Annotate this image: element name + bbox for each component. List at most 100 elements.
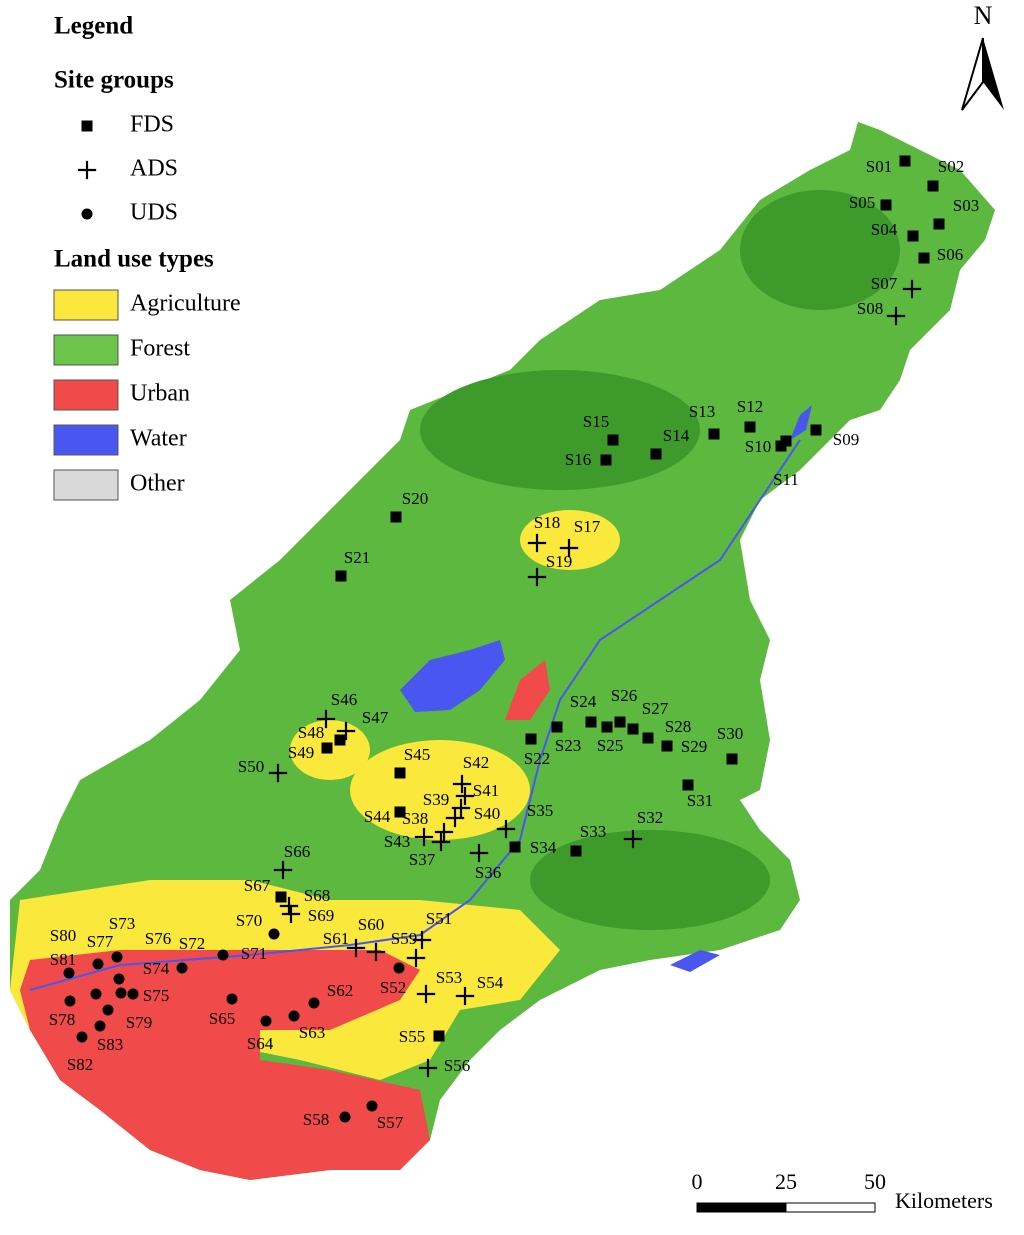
square-marker xyxy=(933,218,945,230)
river xyxy=(29,439,801,991)
site-label: S34 xyxy=(530,838,557,857)
site: S21 xyxy=(335,548,370,582)
site-label: S35 xyxy=(527,801,553,820)
site: S71 xyxy=(217,944,267,963)
site-label: S05 xyxy=(849,193,875,212)
site-groups-title: Site groups xyxy=(54,67,174,94)
site: S59 xyxy=(391,929,426,968)
site-label: S11 xyxy=(773,470,799,489)
plus-marker xyxy=(902,279,922,299)
site-label: S25 xyxy=(597,736,623,755)
site-label: S44 xyxy=(364,807,391,826)
circle-marker xyxy=(111,951,123,963)
circle-marker xyxy=(288,1010,300,1022)
circle-marker xyxy=(226,993,238,1005)
square-marker xyxy=(275,891,287,903)
site-label: S10 xyxy=(745,437,771,456)
site: S22 xyxy=(524,733,550,768)
site-label: S70 xyxy=(236,911,262,930)
square-marker xyxy=(335,570,347,582)
plus-marker xyxy=(418,1058,438,1078)
site-label: S64 xyxy=(247,1034,274,1053)
plus-marker xyxy=(412,930,432,950)
site: S30 xyxy=(717,724,743,765)
plus-marker xyxy=(414,827,434,847)
water-body xyxy=(790,405,812,440)
site-label: S76 xyxy=(145,929,171,948)
square-marker xyxy=(394,806,406,818)
site-label: S82 xyxy=(67,1055,93,1074)
square-marker xyxy=(600,454,612,466)
legend: Legend Site groups Land use types FDS ADS… xyxy=(53,13,241,501)
north-arrow-right xyxy=(983,38,1004,110)
site-label: S18 xyxy=(534,513,560,532)
north-arrow-left xyxy=(961,37,984,111)
site: S23 xyxy=(551,721,581,755)
square-marker xyxy=(601,721,613,733)
site-label: S28 xyxy=(665,717,691,736)
square-marker xyxy=(744,421,756,433)
circle-marker xyxy=(102,1004,114,1016)
site: S79 xyxy=(102,1004,152,1032)
square-marker xyxy=(509,841,521,853)
water-body xyxy=(670,950,720,972)
site-label: S83 xyxy=(97,1035,123,1054)
site-label: S74 xyxy=(143,959,170,978)
legend-label: Other xyxy=(130,471,185,497)
site-label: S79 xyxy=(126,1013,152,1032)
site: S12 xyxy=(737,397,763,433)
site: S70 xyxy=(236,911,280,940)
site-label: S72 xyxy=(179,934,205,953)
plus-marker xyxy=(455,986,475,1006)
site: S42 xyxy=(452,753,489,794)
site-label: S16 xyxy=(565,450,591,469)
site-label: S04 xyxy=(871,220,898,239)
plus-marker xyxy=(366,942,386,962)
legend-label: UDS xyxy=(130,200,178,226)
circle-marker xyxy=(63,967,75,979)
north-label: N xyxy=(974,1,993,30)
plus-marker xyxy=(496,819,516,839)
site-label: S67 xyxy=(244,876,271,895)
site: S48 xyxy=(298,723,346,746)
site-label: S36 xyxy=(475,863,501,882)
site-label: S73 xyxy=(109,914,135,933)
site-label: S23 xyxy=(555,736,581,755)
site-label: S61 xyxy=(323,929,349,948)
site-label: S42 xyxy=(463,753,489,772)
site-label: S66 xyxy=(284,842,310,861)
plus-marker xyxy=(406,948,426,968)
scale-segment xyxy=(785,1202,876,1213)
site-label: S75 xyxy=(143,986,169,1005)
circle-marker xyxy=(268,928,280,940)
square-marker xyxy=(614,716,626,728)
square-marker xyxy=(682,779,694,791)
site: S24 xyxy=(570,692,597,728)
site-label: S68 xyxy=(304,886,330,905)
site: S81 xyxy=(50,950,76,1007)
site: S46 xyxy=(316,690,357,729)
site: S63 xyxy=(288,1010,325,1042)
site-label: S78 xyxy=(49,1010,75,1029)
site-label: S45 xyxy=(404,745,430,764)
site: S03 xyxy=(933,196,979,230)
site: S65 xyxy=(209,993,238,1028)
circle-marker xyxy=(90,988,102,1000)
site: S57 xyxy=(366,1100,404,1132)
site: S26 xyxy=(611,686,637,728)
site: S08 xyxy=(857,299,906,326)
site-label: S50 xyxy=(238,757,264,776)
plus-marker xyxy=(336,721,356,741)
site-label: S48 xyxy=(298,723,324,742)
site-label: S60 xyxy=(358,915,384,934)
legend-label: Urban xyxy=(130,381,190,407)
site: S35 xyxy=(496,801,553,839)
plus-marker xyxy=(316,709,336,729)
square-marker xyxy=(525,733,537,745)
site-label: S21 xyxy=(344,548,370,567)
site-label: S31 xyxy=(687,791,713,810)
site: S49 xyxy=(288,742,333,762)
site: S82 xyxy=(67,1031,93,1074)
square-marker xyxy=(780,435,792,447)
circle-marker xyxy=(115,987,127,999)
